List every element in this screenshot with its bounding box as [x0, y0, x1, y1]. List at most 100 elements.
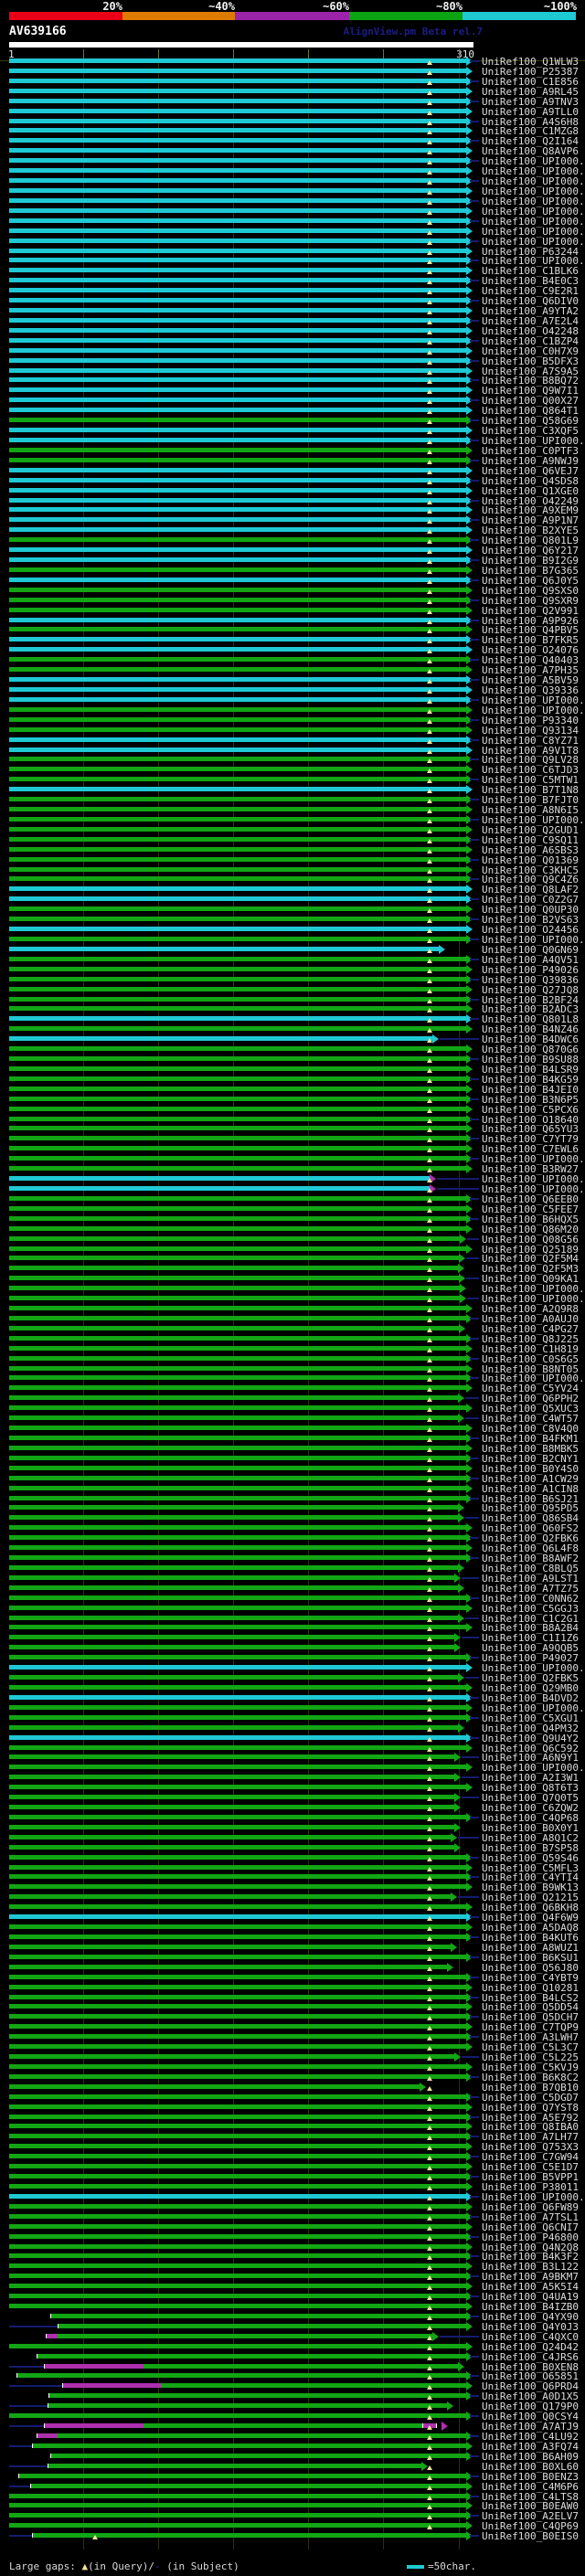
hit-bar[interactable] [9, 1734, 466, 1740]
hit-bar[interactable] [9, 607, 466, 612]
hit-label[interactable]: UniRef100_B4K3F2 [482, 2251, 579, 2263]
alignment-row[interactable]: UniRef100_C5KVJ9 [0, 2062, 585, 2073]
alignment-row[interactable]: UniRef100_O18640 [0, 1114, 585, 1126]
hit-bar[interactable] [9, 577, 466, 582]
alignment-row[interactable]: UniRef100_Q4F6W9 [0, 1912, 585, 1924]
hit-label[interactable]: UniRef100_Q0CSY4 [482, 2411, 579, 2423]
hit-bar[interactable] [9, 1235, 460, 1241]
alignment-row[interactable]: UniRef100_Q39336 [0, 684, 585, 696]
alignment-row[interactable]: UniRef100_C4YBT9 [0, 1972, 585, 1984]
hit-bar[interactable] [9, 657, 466, 663]
alignment-row[interactable]: UniRef100_B2BF24 [0, 993, 585, 1006]
hit-label[interactable]: UniRef100_B6K8C2 [482, 2071, 579, 2083]
alignment-row[interactable]: UniRef100_C5L3C7 [0, 2041, 585, 2053]
hit-bar[interactable] [9, 1256, 459, 1261]
hit-label[interactable]: UniRef100_B5VPP1 [482, 2171, 579, 2183]
alignment-row[interactable]: UniRef100_UPI000.. [0, 694, 585, 706]
alignment-row[interactable]: UniRef100_A3FQ74 [0, 2440, 585, 2453]
hit-label[interactable]: UniRef100_B0X0Y1 [482, 1821, 579, 1834]
hit-label[interactable]: UniRef100_C9E2R1 [482, 285, 579, 298]
hit-label[interactable]: UniRef100_Q864T1 [482, 405, 579, 418]
hit-label[interactable]: UniRef100_UPI000.. [482, 1701, 585, 1714]
hit-bar[interactable] [9, 507, 466, 513]
hit-bar[interactable] [9, 1964, 447, 1969]
alignment-row[interactable]: UniRef100_B8NT05 [0, 1363, 585, 1375]
hit-bar[interactable] [9, 1096, 466, 1101]
alignment-row[interactable]: UniRef100_C4QP68 [0, 1811, 585, 1824]
hit-label[interactable]: UniRef100_C5MTW1 [482, 774, 579, 787]
hit-label[interactable]: UniRef100_C4LTS8 [482, 2490, 579, 2503]
hit-label[interactable]: UniRef100_UPI000.. [482, 255, 585, 268]
hit-label[interactable]: UniRef100_C3KHC5 [482, 864, 579, 876]
hit-label[interactable]: UniRef100_UPI000.. [482, 934, 585, 946]
alignment-row[interactable]: UniRef100_A8Q1C2 [0, 1832, 585, 1844]
hit-label[interactable]: UniRef100_C6ZQW2 [482, 1802, 579, 1814]
hit-bar[interactable] [9, 2144, 466, 2149]
hit-bar[interactable] [9, 148, 466, 154]
hit-bar[interactable] [9, 1864, 466, 1870]
alignment-row[interactable]: UniRef100_A7ATJ9 [0, 2421, 585, 2433]
hit-label[interactable]: UniRef100_Q4YX90 [482, 2310, 579, 2323]
alignment-row[interactable]: UniRef100_C4QP69 [0, 2520, 585, 2532]
hit-bar[interactable] [9, 1286, 460, 1291]
hit-label[interactable]: UniRef100_UPI000.. [482, 195, 585, 207]
hit-label[interactable]: UniRef100_C4QP68 [482, 1811, 579, 1824]
hit-label[interactable]: UniRef100_Q8T6T3 [482, 1782, 579, 1795]
hit-bar[interactable] [9, 1505, 458, 1511]
hit-bar[interactable] [9, 98, 466, 103]
hit-bar[interactable] [9, 88, 466, 93]
hit-bar[interactable] [9, 68, 466, 73]
hit-label[interactable]: UniRef100_Q801L8 [482, 1013, 579, 1026]
hit-bar[interactable] [9, 2014, 466, 2019]
hit-label[interactable]: UniRef100_UPI000.. [482, 1662, 585, 1675]
hit-label[interactable]: UniRef100_B7QB10 [482, 2081, 579, 2094]
hit-label[interactable]: UniRef100_C0S6G5 [482, 1352, 579, 1365]
alignment-row[interactable]: UniRef100_C7TQP9 [0, 2021, 585, 2033]
hit-bar[interactable] [9, 2124, 466, 2129]
hit-label[interactable]: UniRef100_B7T1N8 [482, 784, 579, 797]
alignment-row[interactable]: UniRef100_B0Y4S0 [0, 1462, 585, 1475]
hit-label[interactable]: UniRef100_B4KG59 [482, 1073, 579, 1086]
alignment-row[interactable]: UniRef100_C1MZG8 [0, 125, 585, 137]
hit-label[interactable]: UniRef100_B0Y4S0 [482, 1462, 579, 1475]
hit-bar[interactable] [9, 1086, 466, 1091]
hit-label[interactable]: UniRef100_O65851 [482, 2370, 579, 2383]
alignment-row[interactable]: UniRef100_P63244 [0, 246, 585, 258]
hit-label[interactable]: UniRef100_Q25189 [482, 1243, 579, 1256]
hit-label[interactable]: UniRef100_Q801L9 [482, 535, 579, 547]
hit-bar[interactable] [9, 1834, 451, 1839]
hit-bar[interactable] [9, 846, 466, 852]
hit-label[interactable]: UniRef100_UPI000.. [482, 215, 585, 228]
alignment-row[interactable]: UniRef100_A8N6I5 [0, 804, 585, 816]
hit-label[interactable]: UniRef100_Q59S46 [482, 1851, 579, 1864]
alignment-row[interactable]: UniRef100_Q6CNI7 [0, 2221, 585, 2233]
hit-label[interactable]: UniRef100_B2BF24 [482, 993, 579, 1006]
alignment-row[interactable]: UniRef100_Q8AVP6 [0, 145, 585, 157]
alignment-row[interactable]: UniRef100_C7GW94 [0, 2151, 585, 2163]
alignment-row[interactable]: UniRef100_C9SQ11 [0, 834, 585, 846]
hit-bar[interactable] [9, 757, 466, 762]
alignment-row[interactable]: UniRef100_C1H819 [0, 1343, 585, 1355]
hit-label[interactable]: UniRef100_A2I3W1 [482, 1772, 579, 1785]
hit-label[interactable]: UniRef100_A3FQ74 [482, 2440, 579, 2453]
hit-bar[interactable] [9, 2503, 466, 2508]
hit-bar[interactable] [9, 547, 466, 553]
hit-label[interactable]: UniRef100_Q6C592 [482, 1742, 579, 1754]
hit-bar[interactable] [9, 1016, 466, 1022]
hit-label[interactable]: UniRef100_A2Q9R8 [482, 1303, 579, 1315]
hit-label[interactable]: UniRef100_Q2I164 [482, 135, 579, 148]
alignment-row[interactable]: UniRef100_Q870G6 [0, 1044, 585, 1055]
hit-bar[interactable] [9, 2134, 466, 2139]
hit-label[interactable]: UniRef100_A7TSL1 [482, 2210, 579, 2223]
hit-bar[interactable] [144, 2423, 422, 2428]
hit-label[interactable]: UniRef100_C4JRS6 [482, 2350, 579, 2363]
alignment-row[interactable]: UniRef100_Q40403 [0, 654, 585, 666]
hit-label[interactable]: UniRef100_A9RL45 [482, 85, 579, 98]
hit-bar[interactable] [9, 1485, 466, 1490]
hit-bar[interactable] [9, 2253, 466, 2259]
hit-bar[interactable] [9, 347, 466, 353]
hit-bar[interactable] [9, 1126, 466, 1131]
hit-label[interactable]: UniRef100_A9P926 [482, 614, 579, 627]
alignment-row[interactable]: UniRef100_A2ELV7 [0, 2510, 585, 2522]
alignment-row[interactable]: UniRef100_B7G365 [0, 565, 585, 577]
